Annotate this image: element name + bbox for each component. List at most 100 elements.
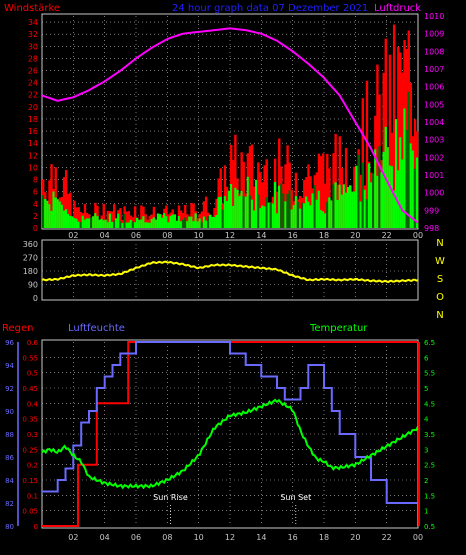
humidity-tick-label: 82 <box>5 500 14 508</box>
avg-bar <box>106 222 110 228</box>
wind-tick-label: 30 <box>28 42 38 51</box>
rain-tick-label: 0.25 <box>22 446 38 454</box>
wind-tick-label: 22 <box>28 91 38 100</box>
avg-bar <box>230 184 233 228</box>
wind-title: Windstärke <box>4 3 60 14</box>
x-tick-label: 08 <box>162 231 172 240</box>
temperature-tick-label: 4 <box>424 416 429 424</box>
avg-bar <box>227 190 231 228</box>
avg-bar <box>330 200 333 228</box>
avg-bar <box>108 213 112 228</box>
avg-bar <box>123 213 126 228</box>
avg-bar <box>202 216 206 228</box>
avg-bar <box>372 173 375 228</box>
avg-bar <box>169 216 172 228</box>
gust-bar <box>113 204 116 228</box>
avg-bar <box>48 204 51 228</box>
avg-bar <box>407 91 410 228</box>
avg-bar <box>288 190 291 228</box>
rain-tick-label: 0.05 <box>22 508 38 516</box>
avg-bar <box>351 191 354 228</box>
avg-bar <box>361 162 364 228</box>
avg-bar <box>175 220 179 228</box>
avg-bar <box>271 203 275 228</box>
pressure-tick-label: 1009 <box>424 30 444 39</box>
avg-bar <box>388 165 392 228</box>
direction-tick-label: 360 <box>23 240 38 249</box>
direction-panel-frame <box>41 239 419 301</box>
humidity-tick-label: 86 <box>5 454 14 462</box>
gust-bar <box>261 182 264 228</box>
gust-bar <box>64 170 68 228</box>
wind-tick-label: 14 <box>28 139 38 148</box>
sun-annotation-label: Sun Rise <box>153 493 188 502</box>
x-tick-label: 00 <box>413 533 423 542</box>
x-tick-label: 12 <box>225 533 235 542</box>
avg-bar <box>380 172 383 228</box>
gust-bar <box>319 156 323 228</box>
avg-bar <box>213 216 216 228</box>
pressure-tick-label: 1008 <box>424 47 444 56</box>
avg-bar <box>278 185 281 228</box>
compass-label: O <box>436 292 444 303</box>
temperature-tick-label: 3 <box>424 446 428 454</box>
avg-bar <box>392 190 396 228</box>
avg-bar <box>353 191 356 228</box>
x-tick-label: 20 <box>350 231 360 240</box>
gust-bar <box>265 159 268 228</box>
avg-bar <box>321 211 325 228</box>
pressure-tick-label: 1010 <box>424 12 444 21</box>
compass-label: S <box>437 274 443 285</box>
gust-bar <box>167 214 170 228</box>
avg-bar <box>131 221 135 228</box>
avg-bar <box>56 199 60 228</box>
rain-tick-label: 0.1 <box>27 492 38 500</box>
avg-bar <box>67 213 70 228</box>
avg-bar <box>296 201 300 228</box>
avg-bar <box>409 143 413 228</box>
gust-bar <box>240 152 243 228</box>
avg-bar <box>125 222 128 228</box>
avg-bar <box>275 213 279 228</box>
gust-bar <box>382 72 385 228</box>
avg-bar <box>290 209 293 228</box>
avg-bar <box>146 222 149 228</box>
gust-bar <box>284 164 287 228</box>
gust-bar <box>252 186 256 228</box>
avg-bar <box>154 219 158 228</box>
gust-bar <box>69 192 72 228</box>
avg-bar <box>363 189 367 228</box>
gust-bar <box>200 211 204 228</box>
gust-bar <box>144 214 147 228</box>
gust-bar <box>248 146 252 228</box>
avg-bar <box>315 199 319 228</box>
humidity-tick-label: 94 <box>5 362 14 370</box>
gust-bar <box>186 214 189 228</box>
avg-bar <box>200 222 204 228</box>
gust-bar <box>338 136 342 228</box>
avg-bar <box>148 222 151 228</box>
gust-bar <box>376 64 379 228</box>
avg-bar <box>292 205 296 228</box>
avg-bar <box>269 202 273 228</box>
avg-bar <box>244 196 248 228</box>
avg-bar <box>194 213 197 228</box>
avg-bar <box>81 215 85 228</box>
avg-bar <box>382 151 385 228</box>
avg-bar <box>328 197 331 228</box>
pressure-tick-label: 1007 <box>424 65 444 74</box>
gust-bar <box>179 210 183 228</box>
gust-bar <box>321 153 325 228</box>
temperature-tick-label: 2.5 <box>424 462 435 470</box>
gust-bar <box>359 174 362 228</box>
avg-bar <box>232 206 235 228</box>
avg-bar <box>150 219 154 228</box>
wind-tick-label: 28 <box>28 54 38 63</box>
temperature-tick-label: 4.5 <box>424 400 435 408</box>
rain-tick-label: 0.6 <box>27 339 39 347</box>
avg-bar <box>326 202 329 228</box>
x-tick-label: 06 <box>131 231 141 240</box>
avg-bar <box>378 146 381 228</box>
